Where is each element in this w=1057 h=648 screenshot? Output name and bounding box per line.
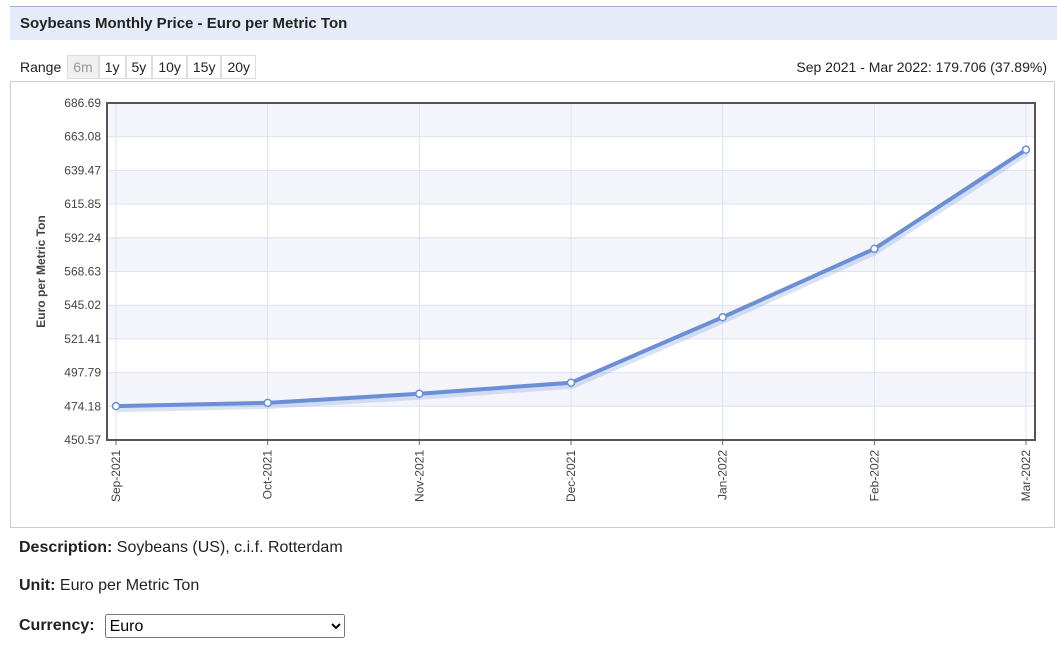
y-tick-label: 686.69 <box>64 96 101 110</box>
x-tick-label: Dec-2021 <box>564 450 578 502</box>
y-tick-label: 663.08 <box>64 130 101 144</box>
data-point <box>566 378 576 387</box>
y-tick-label: 450.57 <box>64 433 101 447</box>
data-point <box>263 398 272 408</box>
y-tick-label: 615.85 <box>64 197 101 211</box>
description-value: Soybeans (US), c.i.f. Rotterdam <box>116 539 343 556</box>
x-tick-label: Jan-2022 <box>716 450 730 500</box>
y-tick-label: 639.47 <box>64 163 101 177</box>
unit-label: Unit: <box>19 577 56 594</box>
x-tick-label: Nov-2021 <box>412 450 426 502</box>
y-tick-label: 521.41 <box>64 332 101 346</box>
y-axis-label: Euro per Metric Ton <box>34 215 48 327</box>
y-tick-label: 497.79 <box>64 366 101 380</box>
currency-select[interactable]: Euro <box>104 614 345 638</box>
x-tick-label: Mar-2022 <box>1019 450 1033 502</box>
data-point <box>111 401 121 411</box>
range-button[interactable]: 5y <box>125 55 153 79</box>
x-tick-label: Feb-2022 <box>867 450 881 502</box>
range-button[interactable]: 15y <box>186 55 222 79</box>
range-label: Range <box>20 59 62 75</box>
plot-border <box>106 102 1036 441</box>
range-bar: Range 6m 1y 5y 10y 15y 20y <box>20 55 257 79</box>
x-tick-label: Sep-2021 <box>109 450 123 502</box>
y-tick-label: 474.18 <box>64 399 101 413</box>
unit-value: Euro per Metric Ton <box>59 577 200 594</box>
header-title: Soybeans Monthly Price - Euro per Metric… <box>10 6 1057 40</box>
description: Description: Soybeans (US), c.i.f. Rotte… <box>19 539 343 557</box>
data-point <box>1021 145 1031 154</box>
currency: Currency: Euro <box>19 614 345 638</box>
chart: 450.57 474.18 497.79 521.41 545.02 568.63 592.… <box>10 81 1055 528</box>
data-point <box>415 389 424 398</box>
y-tick-label: 592.24 <box>64 231 101 245</box>
unit: Unit: Euro per Metric Ton <box>19 577 199 595</box>
data-point <box>870 244 879 254</box>
x-tick-label: Oct-2021 <box>261 450 275 500</box>
range-button[interactable]: 10y <box>152 55 187 79</box>
range-summary: Sep 2021 - Mar 2022: 179.706 (37.89%) <box>796 59 1047 75</box>
range-button[interactable]: 20y <box>221 55 257 79</box>
data-point <box>718 312 727 322</box>
currency-label: Currency: <box>19 617 95 634</box>
description-label: Description: <box>19 539 113 556</box>
y-tick-label: 568.63 <box>64 265 101 279</box>
range-button[interactable]: 1y <box>98 55 126 79</box>
y-tick-label: 545.02 <box>64 298 101 312</box>
range-button[interactable]: 6m <box>67 55 99 79</box>
